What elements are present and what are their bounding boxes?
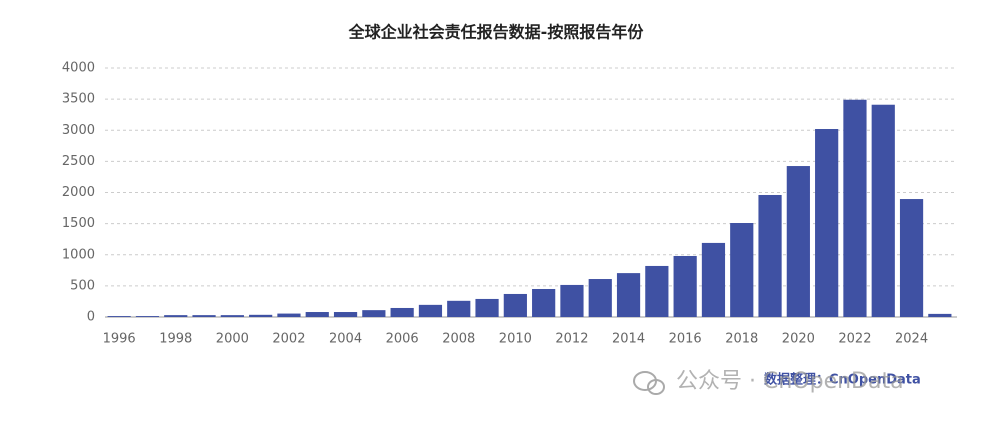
source-note: 数据整理：CnOpenData (764, 372, 921, 388)
bar (701, 242, 726, 317)
bar (475, 298, 499, 317)
y-tick-label: 4000 (62, 61, 95, 76)
x-tick-label: 2020 (782, 332, 815, 347)
bar (758, 194, 782, 317)
y-tick-label: 1000 (62, 247, 95, 262)
y-tick-label: 3000 (62, 123, 95, 138)
bar (730, 223, 754, 317)
bar (220, 315, 244, 317)
bar (362, 310, 386, 317)
bar (843, 99, 867, 317)
x-tick-label: 2022 (838, 332, 871, 347)
watermark: 公众号 · CnOpenData (676, 369, 904, 394)
bar (249, 314, 273, 317)
y-tick-label: 0 (87, 310, 95, 325)
x-tick-label: 2014 (612, 332, 645, 347)
bar (390, 307, 414, 317)
y-tick-label: 500 (70, 278, 95, 293)
x-tick-label: 2012 (555, 332, 588, 347)
x-tick-label: 2016 (669, 332, 702, 347)
bar (107, 316, 131, 317)
bar (899, 199, 924, 317)
bar (135, 316, 160, 317)
x-tick-label: 2004 (329, 332, 362, 347)
bar (588, 279, 612, 317)
y-tick-label: 3500 (62, 92, 95, 107)
x-tick-label: 2006 (386, 332, 419, 347)
bar (164, 315, 188, 317)
bar (786, 166, 810, 317)
bar (305, 312, 329, 317)
bar (616, 273, 641, 317)
x-tick-label: 1996 (103, 332, 136, 347)
x-tick-label: 2000 (216, 332, 249, 347)
bar (645, 265, 669, 317)
bar (815, 129, 839, 317)
bar (333, 312, 358, 317)
chart-title: 全球企业社会责任报告数据-按照报告年份 (348, 23, 645, 42)
bar (532, 288, 556, 317)
y-tick-label: 1500 (62, 216, 95, 231)
x-tick-label: 1998 (159, 332, 192, 347)
bar (192, 315, 216, 317)
bar (447, 300, 471, 317)
bar (560, 284, 584, 317)
bar (928, 313, 952, 317)
bar (673, 255, 697, 317)
bar (503, 293, 527, 317)
y-tick-label: 2500 (62, 154, 95, 169)
y-tick-label: 2000 (62, 185, 95, 200)
x-tick-label: 2002 (272, 332, 305, 347)
watermark-group: 公众号 · CnOpenData (633, 369, 904, 395)
bar (871, 104, 895, 317)
bar (277, 313, 301, 317)
x-tick-label: 2010 (499, 332, 532, 347)
x-tick-label: 2008 (442, 332, 475, 347)
watermark-icon (647, 379, 665, 395)
x-tick-label: 2018 (725, 332, 758, 347)
bar (418, 304, 443, 317)
x-tick-label: 2024 (895, 332, 928, 347)
